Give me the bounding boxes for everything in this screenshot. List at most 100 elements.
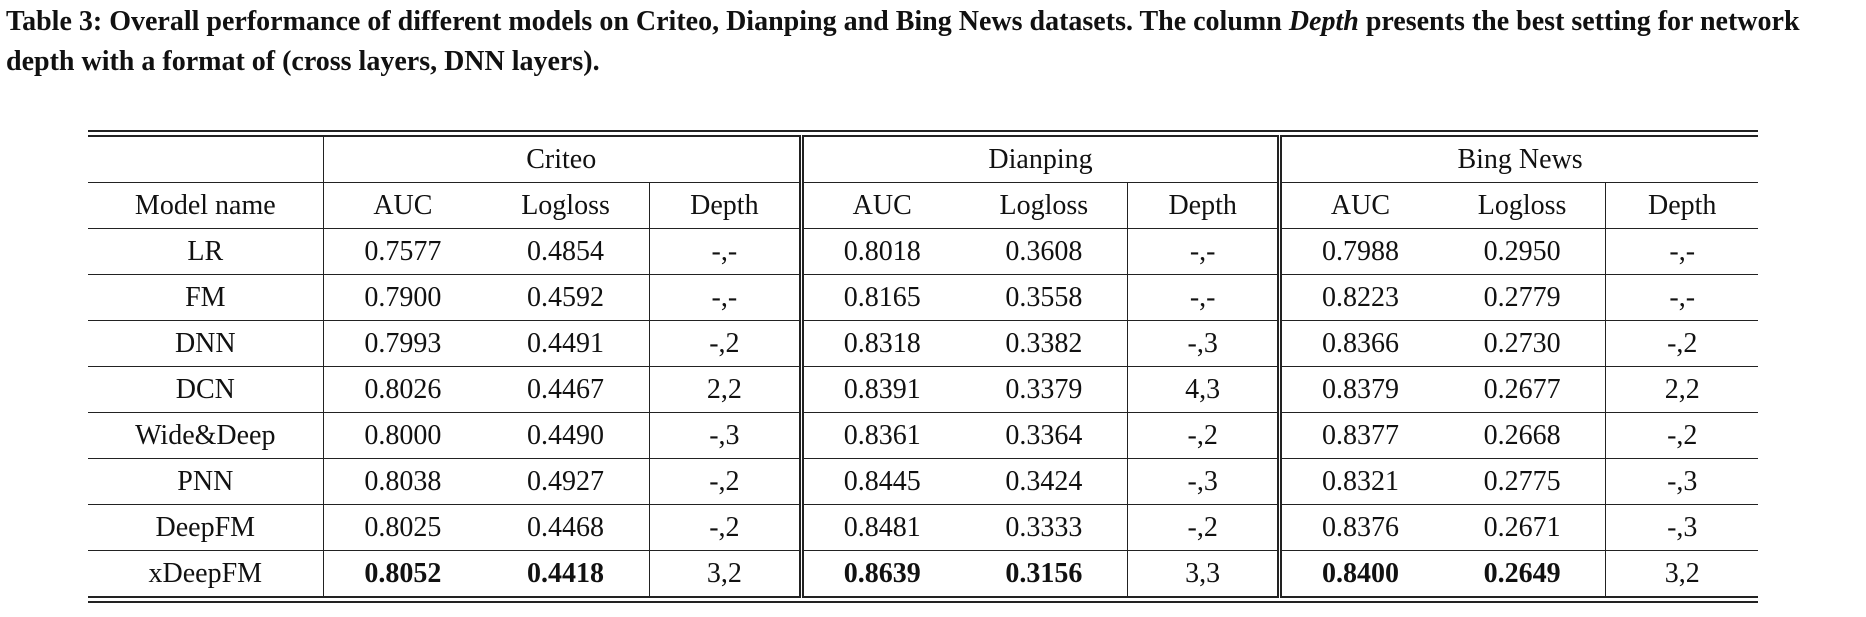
criteo-logloss-cell-best: 0.4418 — [482, 550, 650, 598]
model-name-cell: xDeepFM — [88, 550, 324, 598]
dianping-depth-cell: 3,3 — [1127, 550, 1280, 598]
criteo-auc-cell: 0.7577 — [322, 228, 483, 275]
bing-logloss-cell: 0.2671 — [1438, 504, 1606, 551]
dianping-auc-cell-best: 0.8639 — [798, 550, 961, 598]
bing-auc-cell: 0.8321 — [1277, 458, 1439, 505]
bing-logloss-header: Logloss — [1438, 182, 1606, 229]
model-name-cell: PNN — [88, 458, 324, 505]
dianping-auc-cell: 0.8481 — [798, 504, 961, 551]
caption-emphasis: Depth — [1288, 6, 1359, 37]
criteo-auc-cell: 0.8038 — [322, 458, 483, 505]
caption-tail: presents the best setting for network de… — [6, 6, 1800, 77]
criteo-logloss-cell: 0.4854 — [482, 228, 650, 275]
top-rule — [88, 130, 1758, 132]
bing-depth-header: Depth — [1605, 182, 1758, 229]
bing-depth-cell: 3,2 — [1605, 550, 1758, 598]
bing-auc-cell: 0.8223 — [1277, 274, 1439, 321]
bing-logloss-cell: 0.2775 — [1438, 458, 1606, 505]
criteo-auc-cell-best: 0.8052 — [322, 550, 483, 598]
dianping-auc-cell: 0.8391 — [798, 366, 961, 413]
bing-auc-header: AUC — [1277, 182, 1439, 229]
model-name-cell: DNN — [88, 320, 324, 367]
bing-logloss-cell-best: 0.2649 — [1438, 550, 1606, 598]
dianping-auc-cell: 0.8018 — [798, 228, 961, 275]
criteo-logloss-cell: 0.4467 — [482, 366, 650, 413]
dianping-depth-cell: 4,3 — [1127, 366, 1280, 413]
criteo-logloss-header: Logloss — [482, 182, 650, 229]
bing-logloss-cell: 0.2730 — [1438, 320, 1606, 367]
criteo-depth-cell: -,- — [648, 228, 802, 275]
dianping-depth-cell: -,- — [1127, 274, 1280, 321]
bing-depth-cell: -,2 — [1605, 412, 1758, 459]
criteo-depth-cell: -,- — [648, 274, 802, 321]
table-row: DNN 0.7993 0.4491 -,2 0.8318 0.3382 -,3 … — [88, 320, 1758, 367]
criteo-auc-cell: 0.7993 — [322, 320, 483, 367]
dataset-header-bing-news: Bing News — [1277, 135, 1758, 183]
dianping-logloss-cell: 0.3382 — [960, 320, 1128, 367]
criteo-logloss-cell: 0.4491 — [482, 320, 650, 367]
model-name-cell: DCN — [88, 366, 324, 413]
dataset-header-row: Criteo Dianping Bing News — [88, 135, 1758, 183]
bing-auc-cell: 0.8377 — [1277, 412, 1439, 459]
model-name-cell: FM — [88, 274, 324, 321]
criteo-depth-cell: 2,2 — [648, 366, 802, 413]
dianping-depth-cell: -,- — [1127, 228, 1280, 275]
bing-depth-cell: -,3 — [1605, 458, 1758, 505]
table-caption: Table 3: Overall performance of differen… — [6, 2, 1861, 82]
dianping-logloss-cell: 0.3608 — [960, 228, 1128, 275]
criteo-depth-cell: -,2 — [648, 320, 802, 367]
criteo-auc-cell: 0.8025 — [322, 504, 483, 551]
criteo-logloss-cell: 0.4927 — [482, 458, 650, 505]
header-empty-cell — [88, 135, 324, 183]
bing-auc-cell: 0.8379 — [1277, 366, 1439, 413]
table-row: LR 0.7577 0.4854 -,- 0.8018 0.3608 -,- 0… — [88, 228, 1758, 275]
dataset-header-criteo: Criteo — [322, 135, 802, 183]
bing-logloss-cell: 0.2677 — [1438, 366, 1606, 413]
dianping-auc-header: AUC — [798, 182, 961, 229]
table-row: DCN 0.8026 0.4467 2,2 0.8391 0.3379 4,3 … — [88, 366, 1758, 413]
model-name-cell: Wide&Deep — [88, 412, 324, 459]
criteo-logloss-cell: 0.4490 — [482, 412, 650, 459]
table-row: DeepFM 0.8025 0.4468 -,2 0.8481 0.3333 -… — [88, 504, 1758, 551]
caption-lead: Table 3: Overall performance of differen… — [6, 6, 1289, 37]
dianping-depth-header: Depth — [1127, 182, 1280, 229]
dianping-logloss-cell: 0.3424 — [960, 458, 1128, 505]
dianping-logloss-header: Logloss — [960, 182, 1128, 229]
criteo-auc-header: AUC — [322, 182, 483, 229]
bing-depth-cell: 2,2 — [1605, 366, 1758, 413]
metric-header-row: Model name AUC Logloss Depth AUC Logloss… — [88, 182, 1758, 229]
dianping-auc-cell: 0.8445 — [798, 458, 961, 505]
bing-logloss-cell: 0.2668 — [1438, 412, 1606, 459]
dianping-depth-cell: -,3 — [1127, 458, 1280, 505]
dianping-depth-cell: -,2 — [1127, 504, 1280, 551]
results-table: Criteo Dianping Bing News Model name AUC… — [88, 135, 1758, 598]
criteo-auc-cell: 0.8000 — [322, 412, 483, 459]
model-name-cell: DeepFM — [88, 504, 324, 551]
criteo-depth-cell: -,2 — [648, 458, 802, 505]
dianping-auc-cell: 0.8318 — [798, 320, 961, 367]
bing-depth-cell: -,3 — [1605, 504, 1758, 551]
dianping-depth-cell: -,2 — [1127, 412, 1280, 459]
dianping-auc-cell: 0.8165 — [798, 274, 961, 321]
table-row-best-model: xDeepFM 0.8052 0.4418 3,2 0.8639 0.3156 … — [88, 550, 1758, 598]
criteo-auc-cell: 0.7900 — [322, 274, 483, 321]
criteo-logloss-cell: 0.4592 — [482, 274, 650, 321]
results-table-container: Criteo Dianping Bing News Model name AUC… — [88, 130, 1758, 603]
dianping-logloss-cell: 0.3558 — [960, 274, 1128, 321]
table-row: PNN 0.8038 0.4927 -,2 0.8445 0.3424 -,3 … — [88, 458, 1758, 505]
criteo-logloss-cell: 0.4468 — [482, 504, 650, 551]
criteo-depth-cell: 3,2 — [648, 550, 802, 598]
dataset-header-dianping: Dianping — [798, 135, 1280, 183]
bing-auc-cell: 0.8376 — [1277, 504, 1439, 551]
bottom-rule — [88, 601, 1758, 603]
bing-logloss-cell: 0.2950 — [1438, 228, 1606, 275]
table-row: FM 0.7900 0.4592 -,- 0.8165 0.3558 -,- 0… — [88, 274, 1758, 321]
dianping-depth-cell: -,3 — [1127, 320, 1280, 367]
dianping-logloss-cell-best: 0.3156 — [960, 550, 1128, 598]
model-name-header: Model name — [88, 182, 324, 229]
bing-depth-cell: -,- — [1605, 228, 1758, 275]
criteo-depth-header: Depth — [648, 182, 802, 229]
bing-auc-cell: 0.7988 — [1277, 228, 1439, 275]
dianping-logloss-cell: 0.3379 — [960, 366, 1128, 413]
dianping-logloss-cell: 0.3333 — [960, 504, 1128, 551]
